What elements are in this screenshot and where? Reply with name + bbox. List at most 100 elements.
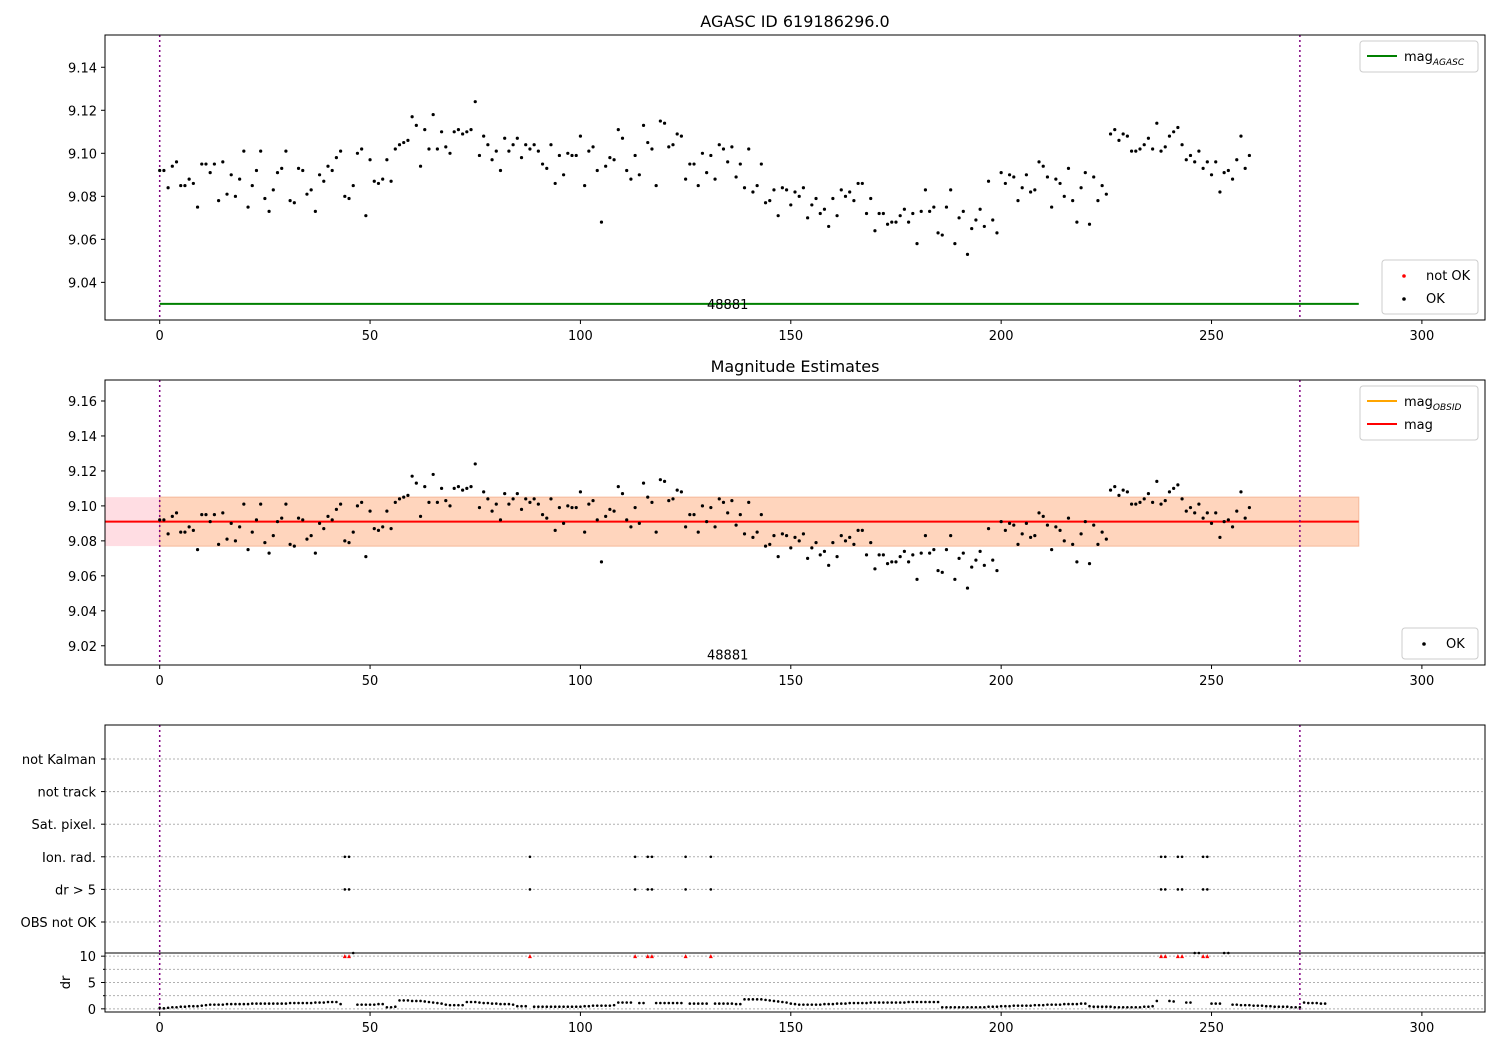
x-tick-label: 150 (778, 329, 803, 344)
mag-point (1218, 535, 1222, 539)
mag-point (507, 502, 511, 506)
mag-point (637, 521, 641, 525)
mag-point (1108, 488, 1113, 492)
mag-point (212, 513, 216, 517)
dr-point (179, 1005, 183, 1009)
mag-point (932, 205, 936, 209)
mag-point (1235, 158, 1239, 162)
mag-point (734, 523, 738, 527)
mag-point (1054, 177, 1058, 181)
dr-point (305, 1001, 309, 1005)
dr-point (213, 1003, 216, 1006)
mag-point (305, 537, 309, 541)
mag-point (1100, 183, 1104, 188)
dr-point (364, 1003, 368, 1006)
mag-point (717, 143, 721, 147)
dr-point (1075, 1002, 1079, 1006)
mag-point (288, 199, 292, 203)
dr-clipped-marker (645, 954, 650, 959)
dr-point (692, 1002, 696, 1005)
flag-point (1180, 855, 1184, 859)
mag-point (540, 162, 545, 166)
mag-point (772, 534, 776, 538)
mag-point (608, 156, 612, 160)
flag-point (1201, 855, 1205, 859)
dr-point (1025, 1004, 1028, 1007)
mag-point (612, 509, 616, 513)
flag-point (347, 855, 351, 859)
legend-box (1381, 259, 1479, 315)
mag-point (1033, 534, 1037, 538)
mag-point (654, 183, 658, 188)
dr-point (726, 1002, 729, 1005)
mag-point (646, 140, 650, 145)
mag-point (1197, 149, 1201, 153)
x-tick-label: 200 (989, 1021, 1014, 1036)
mag-point (923, 188, 928, 192)
mag-point (305, 192, 309, 196)
mag-point (233, 194, 238, 198)
mag-point (187, 525, 191, 529)
x-tick-label: 150 (778, 674, 803, 689)
dr-point (734, 1002, 738, 1006)
mag-point (755, 183, 759, 188)
dr-point (781, 1000, 784, 1004)
dr-point (288, 1001, 292, 1005)
mag-point (339, 502, 343, 506)
mag-point (381, 525, 385, 529)
mag-point (330, 168, 334, 173)
mag-point (1087, 561, 1092, 566)
mag-point (259, 502, 263, 506)
mag-point (246, 205, 250, 209)
mag-point (343, 539, 347, 543)
mag-point (330, 518, 334, 522)
x-tick-label: 0 (156, 1021, 164, 1036)
mag-point (641, 123, 646, 127)
flag-row-label: OBS not OK (21, 916, 97, 931)
mag-point (1243, 166, 1247, 170)
dr-clipped-marker (1201, 954, 1206, 959)
mag-point (435, 147, 439, 151)
mag-point (801, 532, 806, 536)
dr-point (1008, 1004, 1011, 1008)
mag-point (957, 216, 961, 220)
dr-point (276, 1002, 279, 1005)
dr-point (755, 998, 759, 1001)
dr-point (255, 1002, 258, 1005)
mag-point (818, 553, 822, 557)
mag-point (376, 528, 381, 532)
mag-point (944, 548, 949, 552)
legend-box (1359, 40, 1479, 73)
mag-point (212, 162, 216, 166)
mag-point (1218, 190, 1222, 194)
mag-point (1075, 560, 1079, 564)
legend-label-subscript: OBSID (1433, 403, 1462, 413)
mag-point (1054, 525, 1058, 529)
dr-point (1109, 1005, 1112, 1009)
dr-point (1105, 1005, 1108, 1009)
mag-point (322, 527, 326, 531)
dr-point (1012, 1004, 1016, 1007)
mag-point (864, 211, 869, 216)
mag-point (524, 497, 528, 501)
mag-point (170, 514, 174, 518)
dr-clipped-marker (1175, 954, 1180, 959)
dr-point (1054, 1003, 1058, 1006)
x-tick-label: 50 (362, 1021, 379, 1036)
ok-points (158, 100, 1251, 256)
dr-point (1020, 1004, 1024, 1007)
mag-point (591, 145, 595, 149)
dr-point (1281, 1005, 1285, 1009)
mag-point (360, 500, 364, 504)
dr-points (158, 951, 1327, 1010)
mag-point (1146, 136, 1151, 140)
mag-point (919, 209, 923, 213)
dr-point (1298, 1005, 1302, 1009)
panel-title: Magnitude Estimates (711, 357, 880, 376)
dr-point (844, 1002, 847, 1005)
mag-point (561, 521, 566, 525)
mag-point (742, 186, 747, 190)
mag-point (1003, 528, 1007, 532)
flag-row-label: not track (37, 786, 96, 801)
dr-point (743, 998, 746, 1001)
